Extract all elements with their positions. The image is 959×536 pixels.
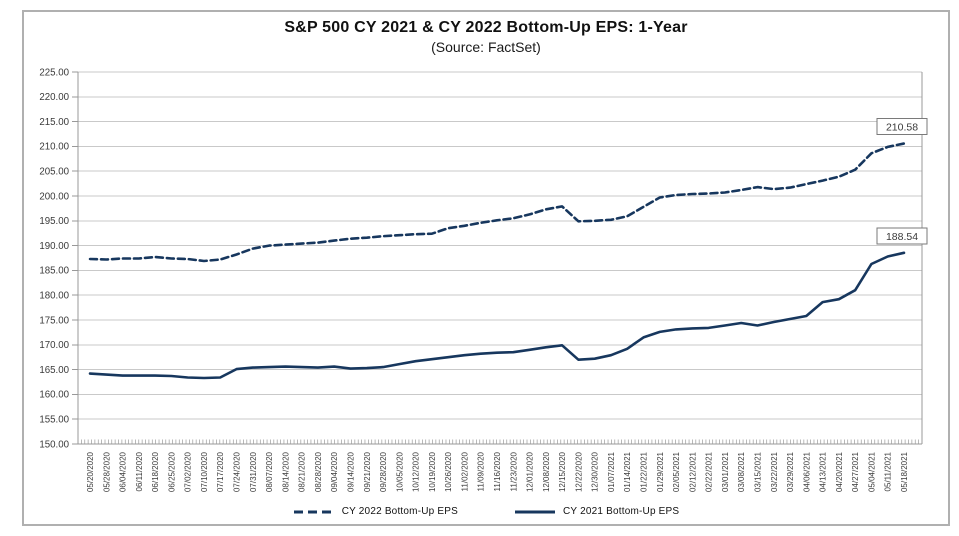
x-axis-tick-label: 09/28/2020 <box>379 451 388 492</box>
chart-container: 150.00 155.00 160.00 165.00 170.00 175.00 180.… <box>22 10 950 526</box>
x-axis-tick-label: 05/04/2021 <box>867 451 876 492</box>
x-axis-tick-label: 10/05/2020 <box>395 451 404 492</box>
x-axis-tick-label: 06/04/2020 <box>119 451 128 492</box>
x-axis-tick-label: 04/27/2021 <box>851 451 860 492</box>
x-axis-tick-label: 05/11/2021 <box>884 451 893 491</box>
y-axis-tick-label: 185.00 <box>39 266 69 277</box>
y-axis-tick-label: 165.00 <box>39 365 69 376</box>
x-axis-tick-label: 04/20/2021 <box>835 451 844 492</box>
legend-label-cy2021: CY 2021 Bottom-Up EPS <box>563 506 680 517</box>
eps-line-chart: 150.00 155.00 160.00 165.00 170.00 175.00 180.… <box>39 67 928 492</box>
x-axis-tick-label: 11/16/2020 <box>493 451 502 491</box>
y-axis-tick-label: 215.00 <box>39 117 69 128</box>
series-line-cy2021-solid <box>88 251 906 380</box>
y-axis-tick-label: 190.00 <box>39 241 69 252</box>
x-axis-tick-label: 01/14/2021 <box>623 451 632 492</box>
y-axis-tick-label: 200.00 <box>39 191 69 202</box>
y-axis-tick-label: 210.00 <box>39 142 69 153</box>
x-axis-tick-label: 05/20/2020 <box>86 451 95 492</box>
end-value-box-cy2021 <box>876 227 928 245</box>
end-value-label-cy2022: 210.58 <box>886 122 918 134</box>
x-axis-tick-label: 09/21/2020 <box>363 451 372 492</box>
x-axis-tick-label: 03/22/2021 <box>770 451 779 492</box>
x-axis-tick-label: 03/01/2021 <box>721 451 730 492</box>
x-axis-tick-label: 10/26/2020 <box>444 451 453 492</box>
x-axis-tick-label: 04/13/2021 <box>819 451 828 492</box>
x-axis-tick-label: 12/22/2020 <box>574 451 583 492</box>
x-axis-tick-label: 12/30/2020 <box>591 451 600 492</box>
dashed-line-marker <box>293 510 334 513</box>
x-axis-tick-label: 08/21/2020 <box>298 451 307 492</box>
x-axis-tick-label: 02/05/2021 <box>672 451 681 492</box>
x-axis-tick-label: 06/18/2020 <box>151 451 160 492</box>
y-axis-tick-label: 155.00 <box>39 415 69 426</box>
x-axis-tick-label: 02/22/2021 <box>705 451 714 492</box>
x-axis-tick-label: 01/22/2021 <box>640 451 649 492</box>
x-axis-tick-label: 03/15/2021 <box>753 451 762 492</box>
y-axis-tick-label: 175.00 <box>39 315 69 326</box>
x-axis-tick-label: 10/12/2020 <box>412 451 421 492</box>
x-axis-tick-label: 07/31/2020 <box>249 451 258 492</box>
legend-item-cy2022: CY 2022 Bottom-Up EPS <box>293 506 458 517</box>
x-axis-tick-label: 08/14/2020 <box>281 451 290 492</box>
x-axis-tick-label: 03/08/2021 <box>737 451 746 492</box>
x-axis-tick-label: 11/02/2020 <box>460 451 469 491</box>
x-axis-tick-label: 06/25/2020 <box>167 451 176 492</box>
x-axis-tick-label: 12/15/2020 <box>558 451 567 492</box>
x-axis-tick-label: 09/04/2020 <box>330 451 339 492</box>
y-axis-tick-label: 205.00 <box>39 167 69 178</box>
x-axis-tick-label: 08/28/2020 <box>314 451 323 492</box>
y-axis-tick-label: 225.00 <box>39 67 69 78</box>
legend-item-cy2021: CY 2021 Bottom-Up EPS <box>514 506 679 517</box>
x-axis-tick-label: 11/23/2020 <box>509 451 518 491</box>
y-axis-tick-label: 160.00 <box>39 390 69 401</box>
x-axis-tick-label: 01/07/2021 <box>607 451 616 492</box>
series-line-cy2022-dashed <box>88 142 906 263</box>
x-axis-tick-label: 12/08/2020 <box>542 451 551 492</box>
y-axis-tick-label: 150.00 <box>39 439 69 450</box>
chart-title: S&P 500 CY 2021 & CY 2022 Bottom-Up EPS:… <box>284 19 688 36</box>
x-axis-tick-label: 11/09/2020 <box>477 451 486 491</box>
x-axis-tick-label: 07/10/2020 <box>200 451 209 492</box>
legend-label-cy2022: CY 2022 Bottom-Up EPS <box>341 506 458 517</box>
end-value-box-cy2022 <box>876 118 928 136</box>
y-axis-tick-label: 170.00 <box>39 340 69 351</box>
x-axis-tick-label: 03/29/2021 <box>786 451 795 492</box>
y-axis-tick-label: 180.00 <box>39 291 69 302</box>
x-axis-tick-label: 02/12/2021 <box>688 451 697 492</box>
solid-line-marker <box>515 510 555 513</box>
x-axis-tick-label: 01/29/2021 <box>656 451 665 492</box>
x-axis-tick-label: 04/06/2021 <box>802 451 811 492</box>
y-axis-tick-label: 220.00 <box>39 92 69 103</box>
y-axis-tick-label: 195.00 <box>39 216 69 227</box>
x-axis-tick-label: 05/28/2020 <box>102 451 111 492</box>
chart-legend: CY 2022 Bottom-Up EPS CY 2021 Bottom-Up … <box>24 506 948 517</box>
x-axis-tick-label: 08/07/2020 <box>265 451 274 492</box>
x-axis-tick-label: 06/11/2020 <box>135 451 144 491</box>
end-value-label-cy2021: 188.54 <box>886 231 918 243</box>
x-axis-tick-label: 05/18/2021 <box>900 451 909 492</box>
x-axis-tick-label: 07/17/2020 <box>216 451 225 492</box>
chart-subtitle: (Source: FactSet) <box>431 39 541 55</box>
x-axis-tick-label: 12/01/2020 <box>526 451 535 492</box>
x-axis-tick-label: 10/19/2020 <box>428 451 437 492</box>
x-axis-tick-label: 09/14/2020 <box>346 451 355 492</box>
x-axis-tick-label: 07/24/2020 <box>233 451 242 492</box>
x-axis-tick-label: 07/02/2020 <box>184 451 193 492</box>
